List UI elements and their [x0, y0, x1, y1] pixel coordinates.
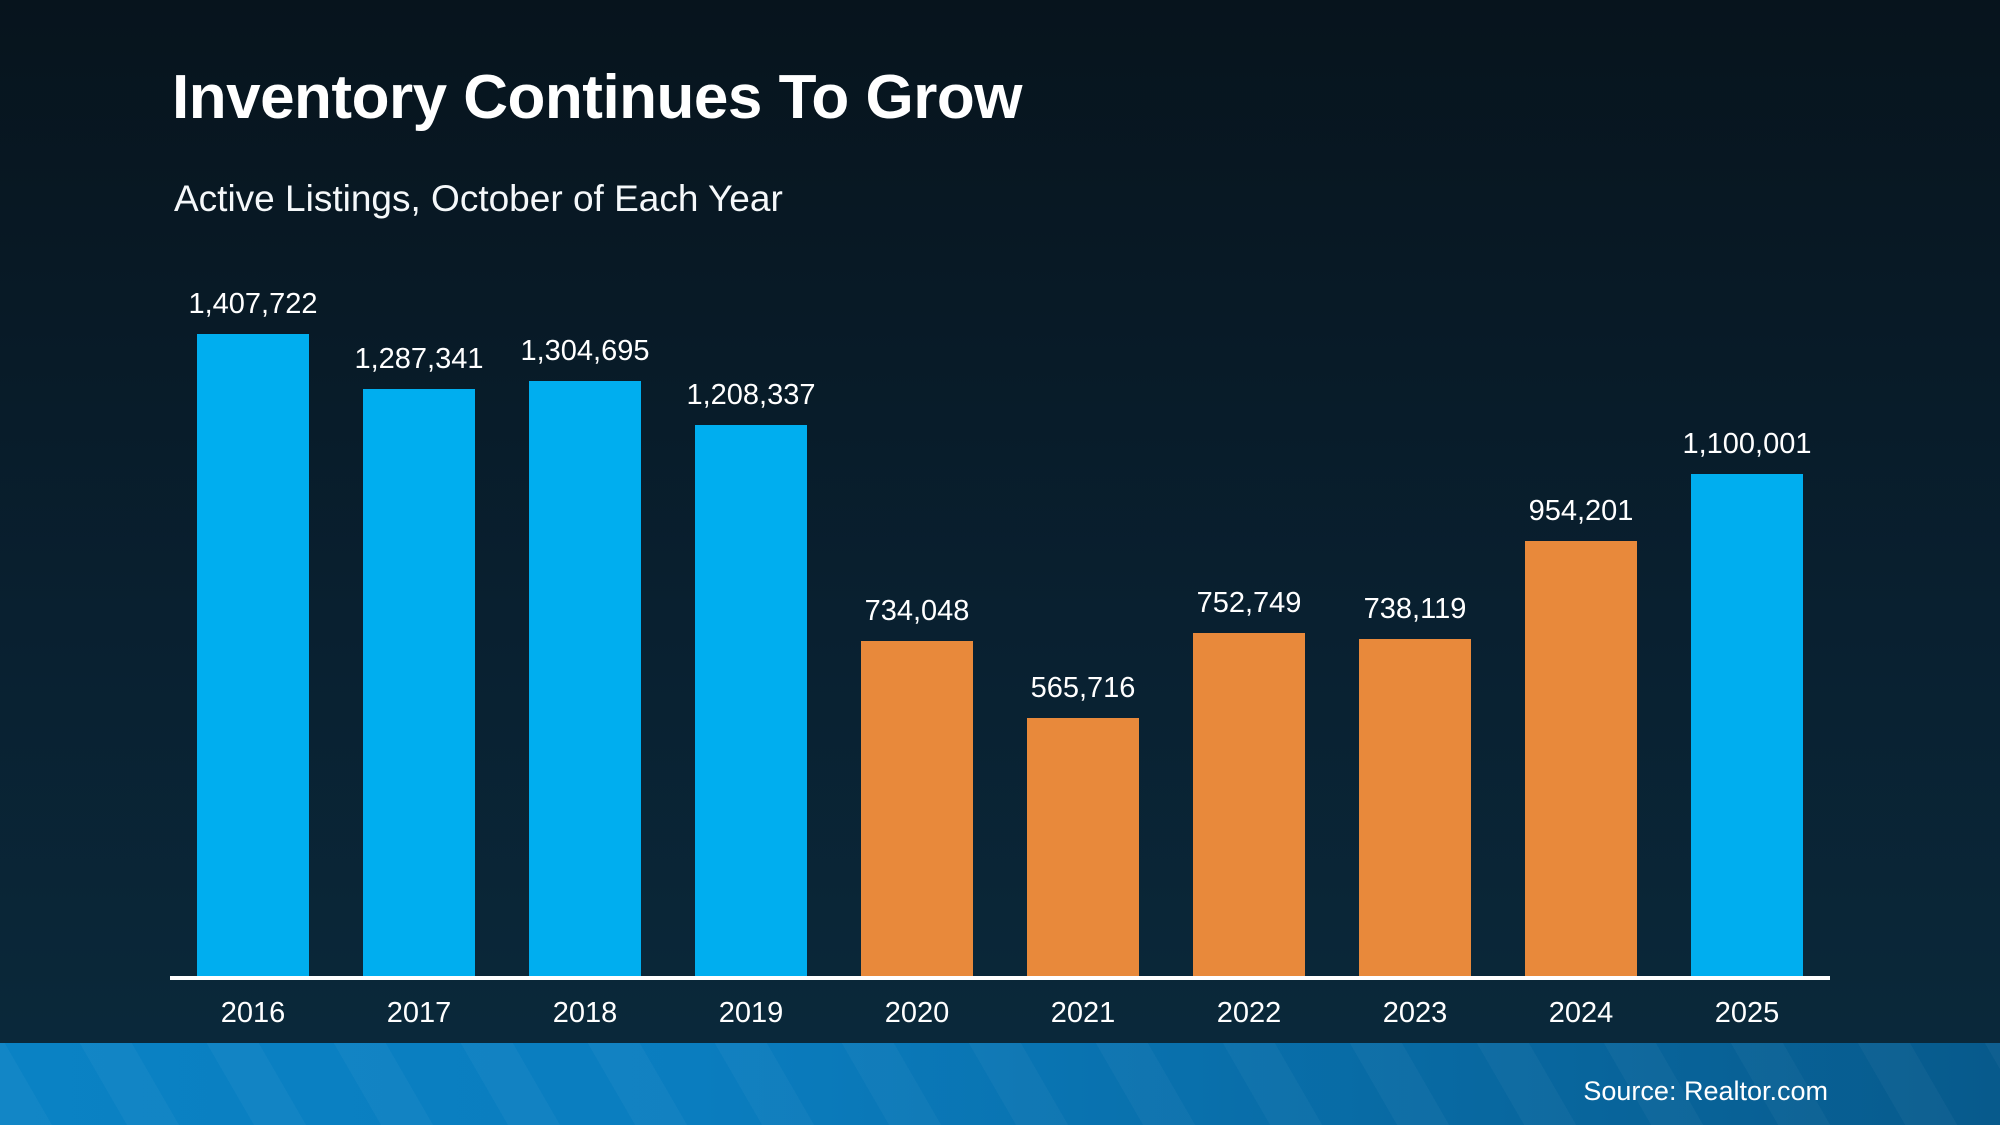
- x-axis-labels: 2016 2017 2018 2019 2020 2021 2022 2023 2024 2025: [170, 997, 1830, 1030]
- x-axis-label-2016: 2016: [220, 997, 286, 1029]
- bar-chart: 1,407,722 1,287,341 1,304,695 1,208,337 734,…: [170, 288, 1830, 1030]
- x-axis-label-2019: 2019: [718, 997, 784, 1029]
- bar-2019: [695, 425, 807, 976]
- bar-2020: [861, 641, 973, 976]
- bar-group-2022: 752,749: [1166, 587, 1332, 976]
- x-axis-label-2023: 2023: [1382, 997, 1448, 1029]
- x-axis-label-2022: 2022: [1216, 997, 1282, 1029]
- bar-value-label: 1,407,722: [188, 288, 318, 320]
- bar-value-label: 734,048: [864, 595, 970, 627]
- bar-group-2023: 738,119: [1332, 593, 1498, 976]
- bar-group-2018: 1,304,695: [502, 335, 668, 976]
- bar-group-2024: 954,201: [1498, 495, 1664, 976]
- chart-bars-area: 1,407,722 1,287,341 1,304,695 1,208,337 734,…: [170, 288, 1830, 976]
- bar-value-label: 1,287,341: [354, 343, 484, 375]
- bar-group-2016: 1,407,722: [170, 288, 336, 976]
- bar-2018: [529, 381, 641, 976]
- x-axis-label-2017: 2017: [386, 997, 452, 1029]
- x-axis-label-2021: 2021: [1050, 997, 1116, 1029]
- x-axis-line: [170, 976, 1830, 980]
- bar-2016: [197, 334, 309, 976]
- footer-bar: Source: Realtor.com: [0, 1043, 2000, 1125]
- bar-value-label: 1,208,337: [686, 379, 816, 411]
- bar-value-label: 954,201: [1528, 495, 1634, 527]
- bar-group-2017: 1,287,341: [336, 343, 502, 976]
- x-axis-label-2024: 2024: [1548, 997, 1614, 1029]
- bar-2023: [1359, 639, 1471, 976]
- x-axis-label-2018: 2018: [552, 997, 618, 1029]
- bar-2017: [363, 389, 475, 976]
- page-subtitle: Active Listings, October of Each Year: [174, 178, 783, 219]
- bar-2024: [1525, 541, 1637, 976]
- bar-2025: [1691, 474, 1803, 976]
- bar-group-2021: 565,716: [1000, 672, 1166, 976]
- bar-value-label: 752,749: [1196, 587, 1302, 619]
- bar-group-2019: 1,208,337: [668, 379, 834, 976]
- source-text: Source: Realtor.com: [1583, 1075, 1828, 1106]
- bar-2021: [1027, 718, 1139, 976]
- x-axis-label-2025: 2025: [1714, 997, 1780, 1029]
- page-title: Inventory Continues To Grow: [172, 63, 1022, 132]
- bar-value-label: 738,119: [1363, 593, 1467, 625]
- bar-group-2025: 1,100,001: [1664, 428, 1830, 976]
- bar-2022: [1193, 633, 1305, 976]
- x-axis-label-2020: 2020: [884, 997, 950, 1029]
- bar-group-2020: 734,048: [834, 595, 1000, 976]
- bar-value-label: 1,100,001: [1682, 428, 1812, 460]
- bar-value-label: 565,716: [1030, 672, 1136, 704]
- bar-value-label: 1,304,695: [520, 335, 650, 367]
